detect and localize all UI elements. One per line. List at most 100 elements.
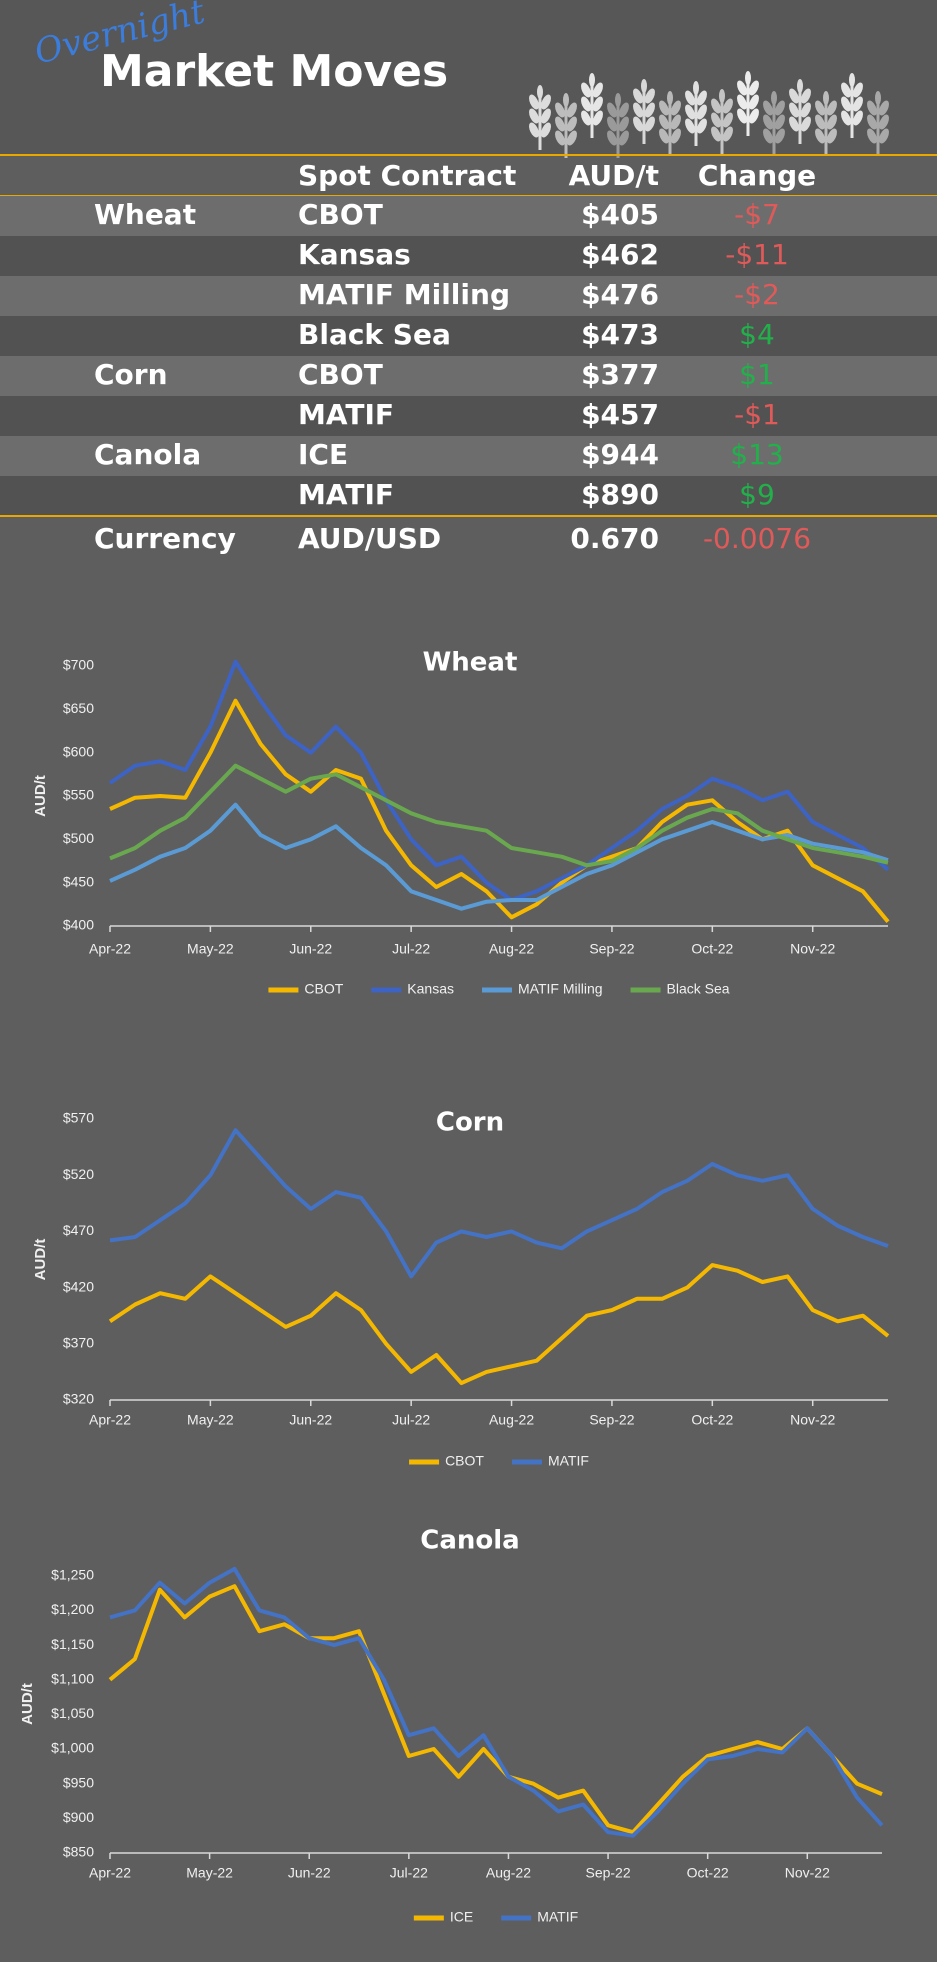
x-tick-label: Aug-22 xyxy=(489,941,534,957)
price: $377 xyxy=(581,358,659,391)
y-axis-label: AUD/t xyxy=(19,1683,36,1725)
series-line xyxy=(108,1584,883,1835)
x-tick-label: Sep-22 xyxy=(589,1412,634,1428)
group-label: Currency xyxy=(94,522,236,555)
chart-title: Corn xyxy=(436,1108,504,1138)
series-line xyxy=(109,1566,884,1838)
group-label: Canola xyxy=(94,438,201,471)
x-tick-label: Oct-22 xyxy=(691,941,733,957)
legend-label: Black Sea xyxy=(667,981,730,997)
y-tick-label: $900 xyxy=(63,1809,94,1825)
y-tick-label: $550 xyxy=(63,787,94,803)
y-tick-label: $650 xyxy=(63,700,94,716)
contract: CBOT xyxy=(298,358,383,391)
x-tick-label: Jul-22 xyxy=(390,1865,428,1881)
legend-label: CBOT xyxy=(304,981,343,997)
table-row xyxy=(0,396,937,436)
table-row xyxy=(0,316,937,356)
change: -$1 xyxy=(734,398,780,431)
x-tick-label: May-22 xyxy=(187,1412,234,1428)
column-header: Spot Contract xyxy=(298,159,516,192)
legend-label: MATIF xyxy=(537,1909,578,1925)
x-tick-label: Jul-22 xyxy=(392,941,430,957)
table-row xyxy=(0,356,937,396)
price: $473 xyxy=(581,318,659,351)
price: $476 xyxy=(581,278,659,311)
legend-label: CBOT xyxy=(445,1453,484,1469)
table-row xyxy=(0,276,937,316)
table-row xyxy=(0,236,937,276)
y-tick-label: $470 xyxy=(63,1222,94,1238)
y-tick-label: $320 xyxy=(63,1391,94,1407)
x-tick-label: Jun-22 xyxy=(289,941,332,957)
change: $1 xyxy=(739,358,775,391)
column-header: Change xyxy=(698,159,816,192)
contract: MATIF Milling xyxy=(298,278,510,311)
y-tick-label: $1,200 xyxy=(51,1601,94,1617)
x-tick-label: Nov-22 xyxy=(790,1412,835,1428)
y-tick-label: $500 xyxy=(63,830,94,846)
table-row xyxy=(0,436,937,476)
x-tick-label: Nov-22 xyxy=(790,941,835,957)
y-tick-label: $420 xyxy=(63,1278,94,1294)
price: $462 xyxy=(581,238,659,271)
x-tick-label: Jul-22 xyxy=(392,1412,430,1428)
y-axis-label: AUD/t xyxy=(32,775,49,817)
table-row xyxy=(0,196,937,236)
legend-label: MATIF xyxy=(548,1453,589,1469)
change: -$7 xyxy=(734,198,780,231)
y-tick-label: $520 xyxy=(63,1166,94,1182)
y-axis-label: AUD/t xyxy=(32,1239,49,1281)
y-tick-label: $850 xyxy=(63,1844,94,1860)
y-tick-label: $400 xyxy=(63,917,94,933)
contract: ICE xyxy=(298,438,348,471)
y-tick-label: $570 xyxy=(63,1110,94,1126)
table-row xyxy=(0,476,937,516)
contract: MATIF xyxy=(298,478,394,511)
x-tick-label: Sep-22 xyxy=(589,941,634,957)
change: -$11 xyxy=(725,238,789,271)
price: 0.670 xyxy=(570,522,659,555)
y-tick-label: $1,250 xyxy=(51,1566,94,1582)
price: $890 xyxy=(581,478,659,511)
change: $4 xyxy=(739,318,775,351)
legend-label: Kansas xyxy=(407,981,454,997)
x-tick-label: Sep-22 xyxy=(585,1865,630,1881)
y-tick-label: $600 xyxy=(63,743,94,759)
contract: CBOT xyxy=(298,198,383,231)
x-tick-label: Oct-22 xyxy=(687,1865,729,1881)
x-tick-label: Jun-22 xyxy=(289,1412,332,1428)
y-tick-label: $1,150 xyxy=(51,1636,94,1652)
chart-title: Wheat xyxy=(423,648,518,678)
change: -0.0076 xyxy=(703,522,811,555)
contract: Kansas xyxy=(298,238,411,271)
y-tick-label: $1,100 xyxy=(51,1670,94,1686)
y-tick-label: $950 xyxy=(63,1774,94,1790)
y-tick-label: $450 xyxy=(63,873,94,889)
x-tick-label: May-22 xyxy=(186,1865,233,1881)
x-tick-label: Aug-22 xyxy=(489,1412,534,1428)
legend-label: ICE xyxy=(450,1909,473,1925)
change: -$2 xyxy=(734,278,780,311)
change: $9 xyxy=(739,478,775,511)
x-tick-label: Apr-22 xyxy=(89,941,131,957)
contract: MATIF xyxy=(298,398,394,431)
legend-label: MATIF Milling xyxy=(518,981,603,997)
contract: AUD/USD xyxy=(298,522,441,555)
y-tick-label: $700 xyxy=(63,657,94,673)
price: $457 xyxy=(581,398,659,431)
series-line xyxy=(109,763,889,868)
series-line xyxy=(109,1128,889,1279)
contract: Black Sea xyxy=(298,318,451,351)
y-tick-label: $370 xyxy=(63,1335,94,1351)
group-label: Corn xyxy=(94,358,168,391)
price: $944 xyxy=(581,438,659,471)
y-tick-label: $1,000 xyxy=(51,1740,94,1756)
x-tick-label: Apr-22 xyxy=(89,1412,131,1428)
price: $405 xyxy=(581,198,659,231)
change: $13 xyxy=(730,438,783,471)
series-line xyxy=(109,802,889,911)
group-label: Wheat xyxy=(94,198,196,231)
